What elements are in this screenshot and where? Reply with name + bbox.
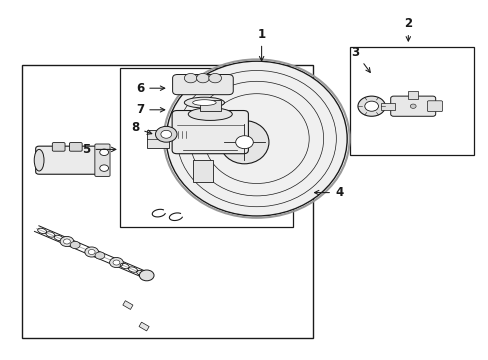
Text: 4: 4 (314, 186, 343, 199)
Text: 7: 7 (136, 103, 164, 116)
Circle shape (88, 249, 95, 255)
Bar (122, 301, 133, 310)
Circle shape (235, 136, 253, 149)
Circle shape (60, 237, 74, 247)
Polygon shape (193, 160, 212, 182)
Ellipse shape (220, 121, 268, 164)
Bar (146, 130, 168, 148)
FancyBboxPatch shape (427, 101, 442, 112)
Ellipse shape (34, 149, 44, 171)
Circle shape (84, 247, 98, 257)
FancyBboxPatch shape (36, 146, 103, 174)
Bar (22, 65, 312, 338)
Circle shape (109, 257, 123, 267)
Text: 8: 8 (131, 121, 151, 134)
Circle shape (113, 260, 120, 265)
FancyBboxPatch shape (69, 143, 82, 151)
Text: 5: 5 (82, 143, 116, 156)
Circle shape (161, 130, 171, 138)
Circle shape (184, 73, 197, 83)
Bar (199, 100, 221, 111)
Text: 6: 6 (136, 82, 164, 95)
Text: 2: 2 (404, 17, 411, 41)
FancyBboxPatch shape (172, 111, 248, 154)
Circle shape (70, 241, 80, 248)
Bar (120, 68, 293, 227)
Bar (349, 47, 473, 155)
Text: 1: 1 (257, 28, 265, 61)
Circle shape (100, 149, 108, 156)
Ellipse shape (184, 97, 224, 108)
Circle shape (63, 239, 70, 244)
Text: 3: 3 (350, 46, 369, 72)
Circle shape (139, 270, 154, 281)
Circle shape (196, 73, 209, 83)
Circle shape (208, 73, 221, 83)
Circle shape (357, 96, 385, 116)
FancyBboxPatch shape (52, 143, 65, 151)
Ellipse shape (192, 100, 216, 105)
Circle shape (155, 126, 177, 142)
Circle shape (364, 101, 378, 111)
FancyBboxPatch shape (172, 75, 233, 95)
Circle shape (409, 104, 415, 108)
Bar (139, 322, 149, 331)
Circle shape (100, 165, 108, 171)
Ellipse shape (166, 61, 346, 216)
Circle shape (95, 252, 104, 259)
Bar (407, 91, 417, 99)
Ellipse shape (188, 108, 232, 121)
FancyBboxPatch shape (390, 96, 435, 116)
Bar (381, 103, 394, 110)
FancyBboxPatch shape (95, 144, 110, 176)
